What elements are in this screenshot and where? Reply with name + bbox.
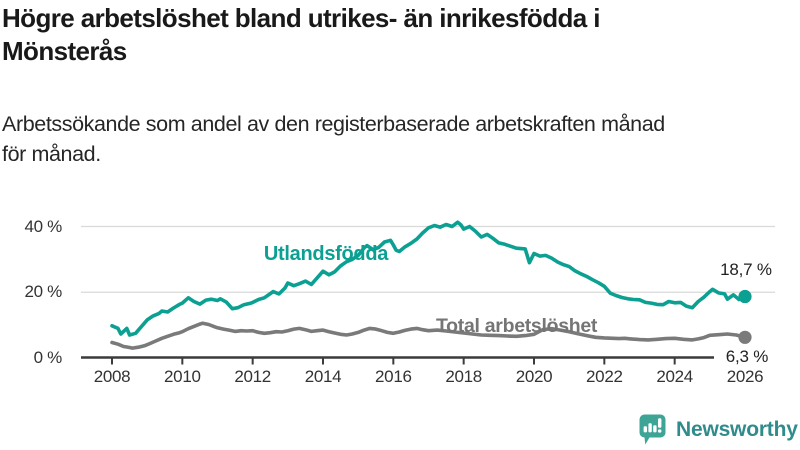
- end-value-label-total: 6,3 %: [714, 347, 780, 367]
- y-tick-label: 20 %: [24, 282, 62, 302]
- bar-medium: [653, 425, 657, 433]
- x-tick-label: 2018: [445, 367, 482, 386]
- x-tick-label: 2016: [375, 367, 412, 386]
- exclamation-dot: [658, 429, 662, 433]
- y-tick-label: 0 %: [33, 348, 63, 367]
- end-value-label-utlandsfodda: 18,7 %: [720, 260, 772, 279]
- x-tick-label: 2014: [304, 367, 342, 386]
- series-end-dot-utlandsfodda: [738, 289, 752, 304]
- x-tick-label: 2008: [93, 367, 131, 386]
- newsworthy-logo-text: Newsworthy: [676, 418, 798, 441]
- bar-small: [643, 426, 647, 433]
- x-tick-label: 2024: [656, 367, 693, 386]
- x-tick-label: 2010: [164, 367, 201, 386]
- x-tick-label: 2020: [515, 367, 553, 386]
- series-label-utlandsfodda: Utlandsfödda: [263, 243, 389, 265]
- x-tick-label: 2022: [586, 367, 623, 386]
- y-tick-label: 40 %: [24, 216, 62, 236]
- x-tick-label: 2012: [234, 367, 271, 386]
- series-label-total-arbetsloshet: Total arbetslöshet: [436, 315, 598, 337]
- x-tick-label: 2026: [726, 367, 764, 386]
- newsworthy-logo[interactable]: Newsworthy: [638, 412, 798, 448]
- bar-tall: [648, 423, 652, 433]
- exclamation-bar: [658, 418, 662, 428]
- series-end-dot-total: [738, 330, 752, 344]
- chart-title: Högre arbetslöshet bland utrikes- än inr…: [2, 3, 600, 66]
- speech-bubble-shape: [639, 414, 666, 445]
- chart-subtitle: Arbetssökande som andel av den registerb…: [2, 112, 665, 166]
- newsworthy-chart-bubble-icon: [639, 414, 666, 445]
